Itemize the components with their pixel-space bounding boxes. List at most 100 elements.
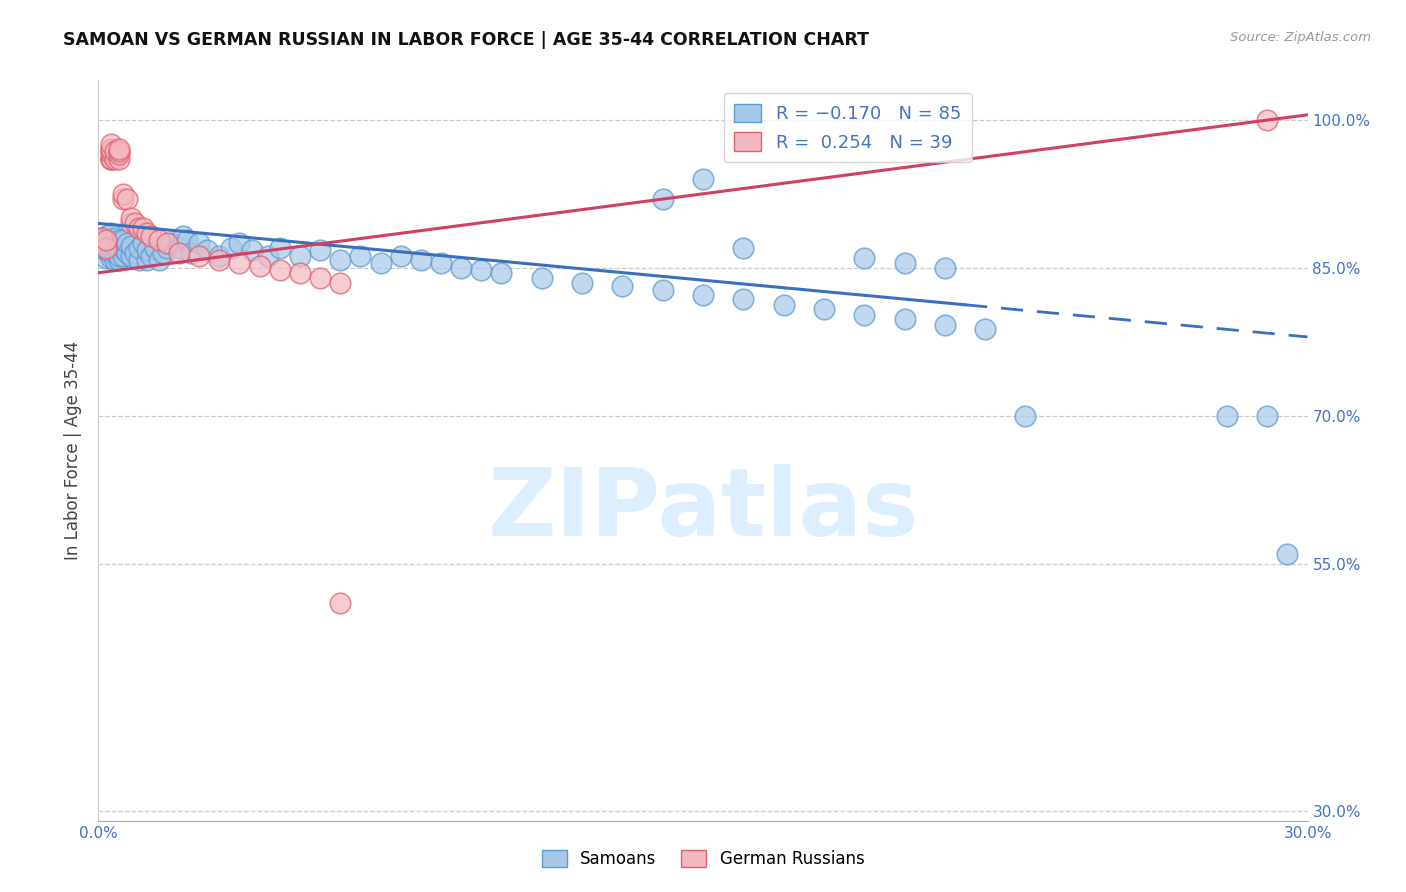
- Point: [188, 249, 211, 263]
- Point: [91, 236, 114, 251]
- Point: [103, 239, 125, 253]
- Point: [96, 229, 118, 244]
- Point: [269, 241, 291, 255]
- Point: [430, 256, 453, 270]
- Point: [733, 293, 755, 307]
- Point: [100, 153, 122, 167]
- Point: [491, 266, 513, 280]
- Point: [100, 145, 122, 159]
- Point: [256, 249, 278, 263]
- Point: [934, 260, 956, 275]
- Point: [813, 302, 835, 317]
- Point: [100, 142, 122, 156]
- Point: [111, 249, 134, 263]
- Point: [107, 145, 129, 159]
- Point: [228, 256, 250, 270]
- Point: [167, 246, 190, 260]
- Point: [692, 172, 714, 186]
- Point: [103, 153, 125, 167]
- Point: [107, 147, 129, 161]
- Point: [139, 229, 162, 244]
- Point: [853, 251, 876, 265]
- Point: [288, 266, 311, 280]
- Point: [107, 153, 129, 167]
- Legend: Samoans, German Russians: Samoans, German Russians: [534, 843, 872, 875]
- Point: [100, 153, 122, 167]
- Point: [115, 246, 138, 260]
- Point: [309, 243, 332, 257]
- Point: [139, 249, 162, 263]
- Point: [1216, 409, 1239, 423]
- Point: [96, 239, 118, 253]
- Point: [269, 262, 291, 277]
- Point: [135, 252, 157, 267]
- Point: [249, 259, 271, 273]
- Point: [107, 233, 129, 247]
- Point: [893, 312, 915, 326]
- Point: [100, 246, 122, 260]
- Point: [91, 231, 114, 245]
- Point: [100, 251, 122, 265]
- Point: [571, 276, 593, 290]
- Point: [107, 252, 129, 267]
- Point: [96, 251, 118, 265]
- Point: [111, 233, 134, 247]
- Point: [370, 256, 392, 270]
- Point: [96, 243, 118, 257]
- Point: [1014, 409, 1036, 423]
- Point: [100, 236, 122, 251]
- Point: [111, 192, 134, 206]
- Point: [132, 236, 155, 251]
- Point: [115, 236, 138, 251]
- Point: [135, 243, 157, 257]
- Point: [1256, 112, 1278, 127]
- Point: [329, 597, 352, 611]
- Text: SAMOAN VS GERMAN RUSSIAN IN LABOR FORCE | AGE 35-44 CORRELATION CHART: SAMOAN VS GERMAN RUSSIAN IN LABOR FORCE …: [63, 31, 869, 49]
- Point: [100, 227, 122, 241]
- Point: [349, 249, 371, 263]
- Point: [329, 252, 352, 267]
- Point: [733, 241, 755, 255]
- Point: [389, 249, 412, 263]
- Point: [156, 236, 179, 251]
- Point: [180, 246, 202, 260]
- Point: [111, 186, 134, 201]
- Point: [228, 236, 250, 251]
- Point: [107, 241, 129, 255]
- Point: [188, 236, 211, 251]
- Point: [409, 252, 432, 267]
- Point: [167, 241, 190, 255]
- Point: [100, 147, 122, 161]
- Point: [91, 231, 114, 245]
- Point: [470, 262, 492, 277]
- Point: [530, 270, 553, 285]
- Point: [96, 233, 118, 247]
- Point: [135, 227, 157, 241]
- Point: [288, 249, 311, 263]
- Point: [103, 145, 125, 159]
- Point: [329, 276, 352, 290]
- Point: [128, 252, 150, 267]
- Point: [148, 233, 170, 247]
- Point: [208, 249, 231, 263]
- Point: [240, 243, 263, 257]
- Point: [152, 246, 174, 260]
- Point: [128, 241, 150, 255]
- Point: [692, 288, 714, 302]
- Point: [156, 241, 179, 255]
- Text: Source: ZipAtlas.com: Source: ZipAtlas.com: [1230, 31, 1371, 45]
- Point: [893, 256, 915, 270]
- Point: [103, 246, 125, 260]
- Point: [176, 233, 198, 247]
- Point: [100, 137, 122, 152]
- Point: [172, 229, 194, 244]
- Point: [143, 241, 166, 255]
- Legend: R = −0.170   N = 85, R =  0.254   N = 39: R = −0.170 N = 85, R = 0.254 N = 39: [724, 93, 972, 162]
- Point: [96, 241, 118, 255]
- Point: [195, 243, 218, 257]
- Point: [124, 246, 146, 260]
- Point: [91, 241, 114, 255]
- Point: [1277, 547, 1299, 561]
- Point: [111, 241, 134, 255]
- Text: ZIPatlas: ZIPatlas: [488, 464, 918, 556]
